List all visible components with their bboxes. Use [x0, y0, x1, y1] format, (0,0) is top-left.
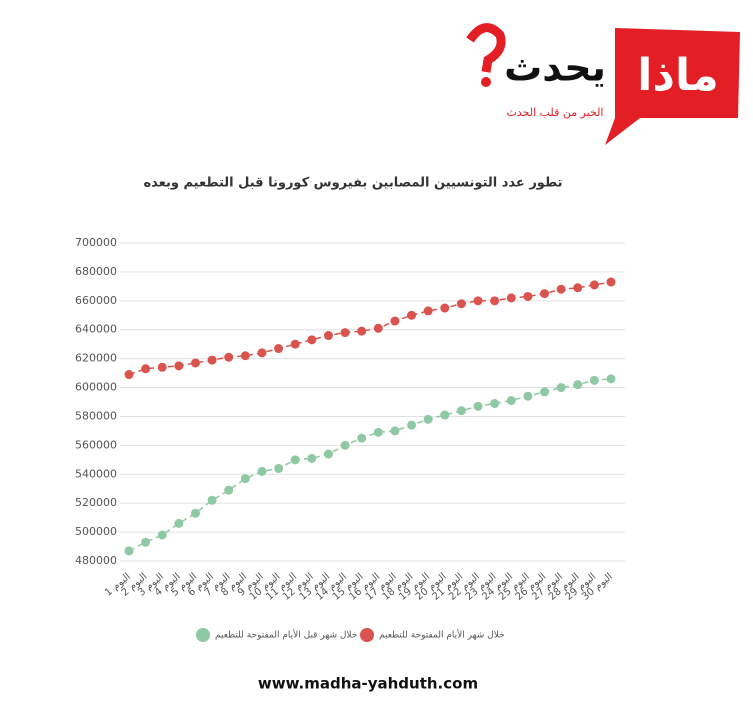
point: [323, 449, 333, 459]
chart-title: تطور عدد التونسيين المصابين بفيروس كورون…: [143, 176, 562, 191]
y-tick-label: 520000: [75, 496, 117, 509]
point: [556, 284, 566, 294]
point: [240, 474, 250, 484]
point: [407, 420, 417, 430]
point: [157, 362, 167, 372]
point: [373, 427, 383, 437]
legend-label: خلال شهر الأيام المفتوحة للتطعيم: [379, 629, 505, 641]
point: [440, 410, 450, 420]
point: [224, 485, 234, 495]
point: [307, 335, 317, 345]
point: [340, 328, 350, 338]
legend-swatch: [196, 628, 210, 642]
point: [540, 289, 550, 299]
y-tick-label: 540000: [75, 467, 117, 480]
point: [357, 433, 367, 443]
point: [290, 455, 300, 465]
logo-question: [466, 23, 506, 73]
point: [373, 323, 383, 333]
plot: 480000 500000 520000 540000 560000 580000 6000…: [75, 236, 625, 642]
point: [506, 293, 516, 303]
point: [456, 299, 466, 309]
y-tick-label: 500000: [75, 525, 117, 538]
point: [440, 303, 450, 313]
point: [589, 375, 599, 385]
point: [540, 387, 550, 397]
y-tick-label: 640000: [75, 323, 117, 336]
point: [274, 463, 284, 473]
point: [573, 380, 583, 390]
point: [523, 291, 533, 301]
point: [407, 310, 417, 320]
point: [340, 440, 350, 450]
logo-word: يحدث: [504, 46, 606, 90]
y-tick-label: 560000: [75, 438, 117, 451]
y-tick-label: 680000: [75, 265, 117, 278]
point: [490, 398, 500, 408]
point: [390, 426, 400, 436]
logo-question-dot: [481, 77, 491, 87]
point: [357, 326, 367, 336]
point: [523, 391, 533, 401]
y-tick-label: 700000: [75, 236, 117, 249]
series-line: [128, 378, 612, 552]
point: [456, 406, 466, 416]
point: [423, 306, 433, 316]
logo-word: ماذا: [637, 50, 718, 101]
point: [323, 331, 333, 341]
point: [257, 348, 267, 358]
point: [423, 414, 433, 424]
point: [473, 296, 483, 306]
point: [490, 296, 500, 306]
point: [141, 364, 151, 374]
point: [124, 546, 134, 556]
point: [224, 352, 234, 362]
point: [207, 495, 217, 505]
point: [589, 280, 599, 290]
legend-swatch: [360, 628, 374, 642]
point: [606, 374, 616, 384]
point: [190, 358, 200, 368]
footer-url: www.madha-yahduth.com: [258, 675, 478, 693]
y-tick-label: 620000: [75, 352, 117, 365]
series-line: [128, 281, 612, 376]
logo: ماذا يحدث الخبر من قلب الحدث: [466, 23, 740, 145]
point: [174, 361, 184, 371]
y-tick-label: 600000: [75, 381, 117, 394]
point: [390, 316, 400, 326]
y-tick-label: 480000: [75, 554, 117, 567]
point: [157, 530, 167, 540]
y-tick-label: 580000: [75, 409, 117, 422]
point: [307, 453, 317, 463]
point: [274, 344, 284, 354]
point: [556, 383, 566, 393]
point: [190, 508, 200, 518]
point: [573, 283, 583, 293]
point: [506, 396, 516, 406]
logo-tagline: الخبر من قلب الحدث: [507, 106, 604, 119]
point: [141, 537, 151, 547]
point: [290, 339, 300, 349]
y-tick-label: 660000: [75, 294, 117, 307]
logo-box: [605, 28, 740, 145]
point: [257, 466, 267, 476]
point: [124, 370, 134, 380]
point: [240, 351, 250, 361]
point: [174, 518, 184, 528]
point: [473, 401, 483, 411]
point: [207, 355, 217, 365]
legend-label: خلال شهر قبل الأيام المفتوحة للتطعيم: [215, 629, 357, 641]
point: [606, 277, 616, 287]
